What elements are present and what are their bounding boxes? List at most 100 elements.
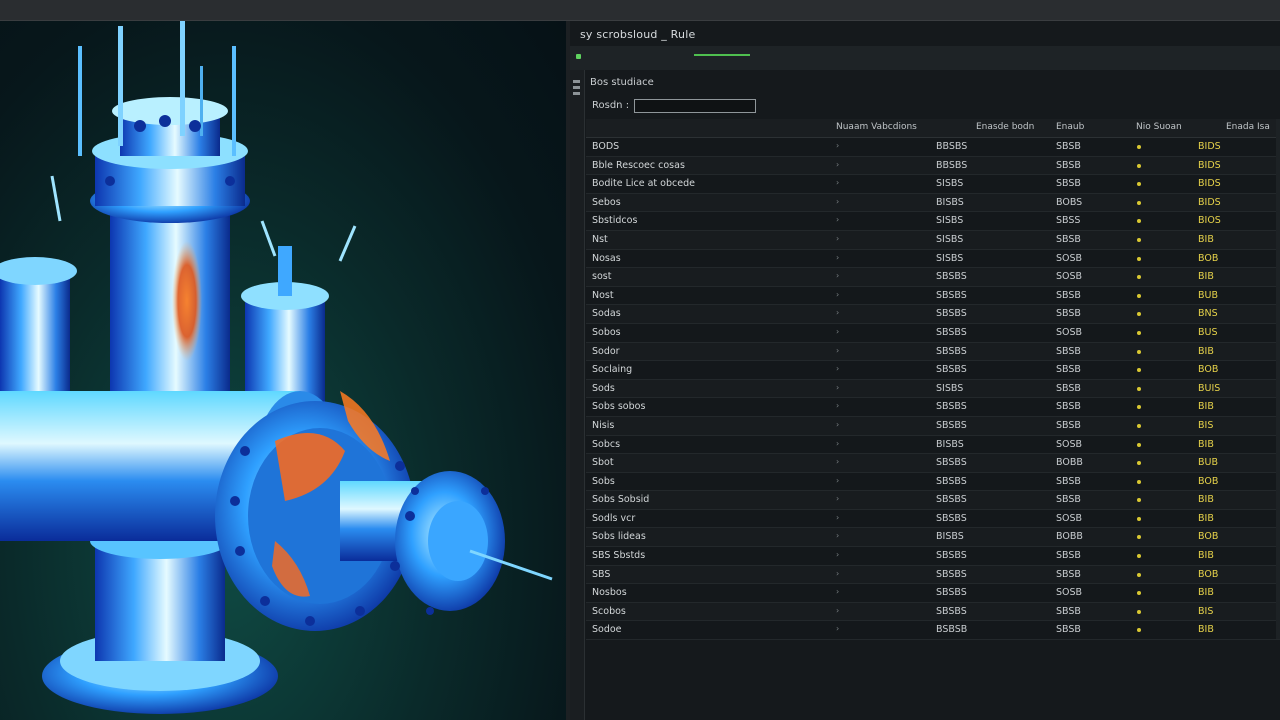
row-value-1: SBSBS <box>936 494 967 506</box>
row-name: Sobs <box>592 475 615 487</box>
row-value-2: SBSB <box>1056 605 1081 617</box>
status-dot-icon <box>1137 498 1141 503</box>
column-header-b[interactable]: Enasde bodn <box>976 122 1035 132</box>
table-row[interactable]: Nosbos › SBSBS SOSB BIB <box>586 584 1280 603</box>
table-row[interactable]: Nst › SISBS SBSB BIB <box>586 230 1280 250</box>
table-row[interactable]: Bodite Lice at obcede › SISBS SBSB BIDS <box>586 175 1280 194</box>
row-name: Nost <box>592 289 614 301</box>
row-value-1: SISBS <box>936 252 964 264</box>
row-value-2: SBSB <box>1056 141 1081 152</box>
row-value-3: BIDS <box>1198 141 1221 152</box>
row-value-3: BIB <box>1198 271 1214 283</box>
row-value-2: SOSB <box>1056 326 1083 338</box>
table-row[interactable]: Sebos › BISBS BOBS BIDS <box>586 193 1280 213</box>
row-value-3: BIS <box>1198 605 1214 617</box>
table-row[interactable]: Nost › SBSBS SBSB BUB <box>586 286 1280 306</box>
3d-viewport[interactable] <box>0 21 566 720</box>
row-value-2: SOSB <box>1056 587 1083 599</box>
table-row[interactable]: sost › SBSBS SOSB BIB <box>586 268 1280 287</box>
row-value-1: BBSBS <box>936 141 968 152</box>
row-value-2: BOBB <box>1056 531 1083 543</box>
table-row[interactable]: Sobos › SBSBS SOSB BUS <box>586 323 1280 343</box>
table-row[interactable]: SBS › SBSBS SBSB BOB <box>586 565 1280 585</box>
table-row[interactable]: Sbstidcos › SISBS SBSS BIOS <box>586 212 1280 231</box>
table-row[interactable]: Sobs Sobsid › SBSBS SBSB BIB <box>586 491 1280 510</box>
table-row[interactable]: Sobs lideas › BISBS BOBB BOB <box>586 528 1280 548</box>
row-value-1: SBSBS <box>936 568 967 580</box>
row-value-2: SOSB <box>1056 252 1083 264</box>
row-value-3: BUS <box>1198 326 1218 338</box>
row-expand-icon: › <box>836 382 840 392</box>
row-value-3: BOB <box>1198 252 1219 264</box>
row-expand-icon: › <box>836 568 840 578</box>
menu-icon-3[interactable] <box>573 92 580 95</box>
row-expand-icon: › <box>836 605 840 615</box>
row-name: Sodas <box>592 308 621 320</box>
status-dot-icon <box>1137 163 1141 168</box>
row-value-2: SBSB <box>1056 178 1081 190</box>
row-value-3: BIB <box>1198 550 1214 562</box>
column-header-c[interactable]: Enaub <box>1056 122 1085 132</box>
column-header-a[interactable]: Nuaam Vabcdions <box>836 122 917 132</box>
row-name: sost <box>592 271 612 283</box>
row-value-2: SBSB <box>1056 568 1081 580</box>
table-row[interactable]: Sobs › SBSBS SBSB BOB <box>586 472 1280 492</box>
scrollbar[interactable] <box>1276 119 1280 639</box>
table-row[interactable]: Scobos › SBSBS SBSB BIS <box>586 602 1280 622</box>
table-row[interactable]: Soclaing › SBSBS SBSB BOB <box>586 361 1280 380</box>
filter-input[interactable] <box>634 99 756 113</box>
row-name: Scobos <box>592 605 626 617</box>
table-row[interactable]: Nisis › SBSBS SBSB BIS <box>586 416 1280 436</box>
row-name: Nisis <box>592 419 615 431</box>
table-row[interactable]: SBS Sbstds › SBSBS SBSB BIB <box>586 547 1280 566</box>
row-expand-icon: › <box>836 457 840 467</box>
status-dot-icon <box>1137 237 1141 242</box>
table-row[interactable]: BODS › BBSBS SBSB BIDS <box>586 138 1280 157</box>
column-header-e[interactable]: Enada Isa <box>1226 122 1270 132</box>
row-value-2: SBSB <box>1056 382 1081 394</box>
progress-indicator <box>694 54 750 56</box>
row-value-3: BOB <box>1198 531 1219 543</box>
status-dot-icon <box>1137 293 1141 298</box>
row-value-1: SISBS <box>936 233 964 245</box>
status-dot-icon <box>1137 275 1141 280</box>
table-row[interactable]: Sods › SISBS SBSB BUIS <box>586 379 1280 399</box>
row-value-2: BOBS <box>1056 196 1083 208</box>
row-value-3: BIS <box>1198 419 1214 431</box>
table-row[interactable]: Nosas › SISBS SOSB BOB <box>586 249 1280 269</box>
row-expand-icon: › <box>836 289 840 299</box>
row-value-2: SOSB <box>1056 271 1083 283</box>
table-row[interactable]: Sodas › SBSBS SBSB BNS <box>586 305 1280 324</box>
table-row[interactable]: Sobcs › BISBS SOSB BIB <box>586 435 1280 455</box>
status-dot-icon <box>1137 386 1141 391</box>
filter-label: Rosdn : <box>592 100 630 111</box>
side-toolbar <box>570 70 585 720</box>
row-value-1: SBSBS <box>936 289 967 301</box>
row-value-1: SBSBS <box>936 550 967 562</box>
table-row[interactable]: Sodoe › BSBSB SBSB BIB <box>586 621 1280 641</box>
row-value-2: SBSB <box>1056 159 1081 171</box>
table-row[interactable]: Bble Rescoec cosas › BBSBS SBSB BIDS <box>586 156 1280 176</box>
row-name: Bodite Lice at obcede <box>592 178 695 190</box>
menu-icon-2[interactable] <box>573 86 580 89</box>
row-value-1: SISBS <box>936 178 964 190</box>
table-row[interactable]: Sodor › SBSBS SBSB BIB <box>586 342 1280 362</box>
valve-assembly-3d-model <box>0 21 553 714</box>
table-row[interactable]: Sobs sobos › SBSBS SBSB BIB <box>586 398 1280 417</box>
status-dot-icon <box>1137 256 1141 261</box>
row-value-1: SBSBS <box>936 401 967 413</box>
row-name: Sobs lideas <box>592 531 646 543</box>
row-name: Sodls vcr <box>592 512 636 524</box>
row-value-3: BUB <box>1198 289 1218 301</box>
row-value-2: BOBB <box>1056 457 1083 469</box>
row-expand-icon: › <box>836 401 840 411</box>
table-row[interactable]: Sbot › SBSBS BOBB BUB <box>586 454 1280 473</box>
table-row[interactable]: Sodls vcr › SBSBS SOSB BIB <box>586 509 1280 529</box>
menu-icon[interactable] <box>573 80 580 83</box>
row-name: Sobs sobos <box>592 401 646 413</box>
column-header-d[interactable]: Nio Suoan <box>1136 122 1182 132</box>
row-value-3: BIB <box>1198 438 1214 450</box>
app-title-bar <box>0 0 1280 21</box>
panel-splitter[interactable] <box>566 21 570 720</box>
row-value-1: SBSBS <box>936 271 967 283</box>
